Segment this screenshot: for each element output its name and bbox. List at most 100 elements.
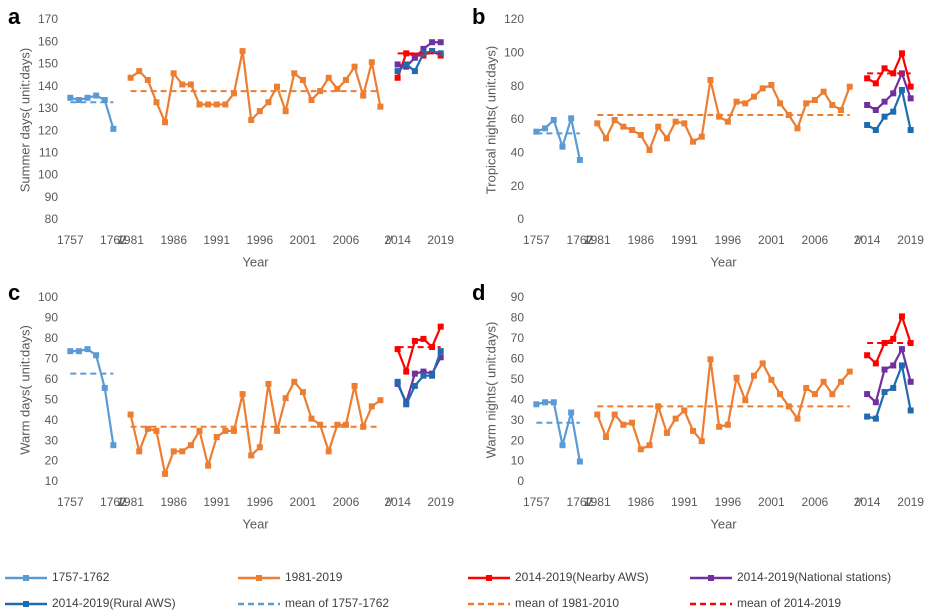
data-marker xyxy=(724,118,731,125)
data-marker xyxy=(162,470,169,477)
data-marker xyxy=(576,157,583,163)
data-marker xyxy=(838,107,845,113)
data-marker xyxy=(811,391,818,398)
panel-label: a xyxy=(8,4,21,29)
x-tick-label: 2019 xyxy=(897,495,924,509)
legend-marker xyxy=(256,575,262,581)
data-marker xyxy=(864,122,871,128)
data-marker xyxy=(308,415,315,422)
data-marker xyxy=(864,75,871,82)
x-tick-label: 1991 xyxy=(203,233,230,247)
data-marker xyxy=(898,313,905,320)
data-marker xyxy=(872,127,879,133)
data-marker xyxy=(153,99,160,106)
y-tick-label: 90 xyxy=(511,290,525,304)
x-tick-label: // xyxy=(386,233,393,247)
data-marker xyxy=(84,346,91,353)
x-tick-label: 2001 xyxy=(758,495,785,509)
x-tick-label: 1762 xyxy=(567,233,594,247)
data-marker xyxy=(411,337,418,344)
data-marker xyxy=(429,372,436,379)
data-marker xyxy=(620,123,627,130)
data-marker xyxy=(655,123,662,130)
x-tick-label: 2014 xyxy=(854,233,881,247)
y-tick-label: 10 xyxy=(511,454,525,468)
data-marker xyxy=(429,39,436,46)
data-marker xyxy=(377,397,384,404)
data-marker xyxy=(420,372,427,379)
data-marker xyxy=(542,399,549,406)
data-marker xyxy=(153,427,160,434)
x-tick-label: 2014 xyxy=(384,495,411,509)
data-marker xyxy=(75,97,82,103)
x-tick-label: 1996 xyxy=(246,495,273,509)
data-marker xyxy=(881,366,888,373)
y-tick-label: 80 xyxy=(511,311,525,325)
data-marker xyxy=(394,74,401,81)
data-marker xyxy=(803,100,810,107)
data-marker xyxy=(360,92,367,99)
data-marker xyxy=(881,65,888,72)
data-marker xyxy=(394,346,401,353)
data-marker xyxy=(672,415,679,422)
data-marker xyxy=(248,452,255,459)
y-tick-label: 100 xyxy=(38,168,58,182)
data-marker xyxy=(707,77,714,83)
x-tick-label: 1986 xyxy=(627,495,654,509)
x-tick-label: 2019 xyxy=(427,233,454,247)
data-marker xyxy=(213,434,220,441)
data-marker xyxy=(890,90,897,97)
data-marker xyxy=(864,391,871,398)
data-marker xyxy=(205,462,212,469)
data-marker xyxy=(368,59,375,66)
x-tick-label: 1996 xyxy=(715,233,742,247)
data-marker xyxy=(907,127,914,133)
data-marker xyxy=(881,339,888,346)
y-tick-label: 20 xyxy=(45,454,59,468)
data-marker xyxy=(196,101,203,108)
data-marker xyxy=(890,384,897,391)
data-marker xyxy=(334,421,341,428)
data-marker xyxy=(248,117,255,123)
data-marker xyxy=(342,421,349,428)
data-marker xyxy=(170,70,177,77)
data-marker xyxy=(872,415,879,422)
data-marker xyxy=(594,411,601,418)
legend-marker xyxy=(708,575,714,581)
panel-label: b xyxy=(472,4,485,29)
data-marker xyxy=(351,382,358,389)
data-marker xyxy=(420,45,427,52)
data-marker xyxy=(890,70,897,77)
y-tick-label: 50 xyxy=(45,392,59,406)
data-marker xyxy=(550,117,557,123)
y-tick-label: 0 xyxy=(517,212,524,226)
data-marker xyxy=(394,378,401,385)
data-marker xyxy=(890,362,897,369)
series-line xyxy=(535,117,581,161)
data-marker xyxy=(93,352,100,359)
data-marker xyxy=(872,107,879,113)
data-marker xyxy=(698,133,705,140)
data-marker xyxy=(205,101,212,108)
y-tick-label: 50 xyxy=(511,372,525,386)
data-marker xyxy=(308,97,315,103)
legend-label: 1757-1762 xyxy=(52,570,110,584)
data-marker xyxy=(299,77,306,83)
y-tick-label: 100 xyxy=(504,46,524,60)
data-marker xyxy=(629,419,636,426)
x-tick-label: 1991 xyxy=(671,233,698,247)
x-tick-label: // xyxy=(585,495,592,509)
data-marker xyxy=(646,147,653,153)
legend-label: 2014-2019(National stations) xyxy=(737,570,891,584)
x-tick-label: // xyxy=(386,495,393,509)
x-tick-label: 1981 xyxy=(117,495,144,509)
data-marker xyxy=(768,376,775,383)
series-line xyxy=(396,326,442,376)
data-marker xyxy=(907,378,914,385)
y-tick-label: 70 xyxy=(45,352,59,366)
data-marker xyxy=(550,399,557,406)
x-tick-label: 1762 xyxy=(567,495,594,509)
data-marker xyxy=(568,409,575,416)
data-marker xyxy=(803,384,810,391)
data-marker xyxy=(110,125,117,132)
